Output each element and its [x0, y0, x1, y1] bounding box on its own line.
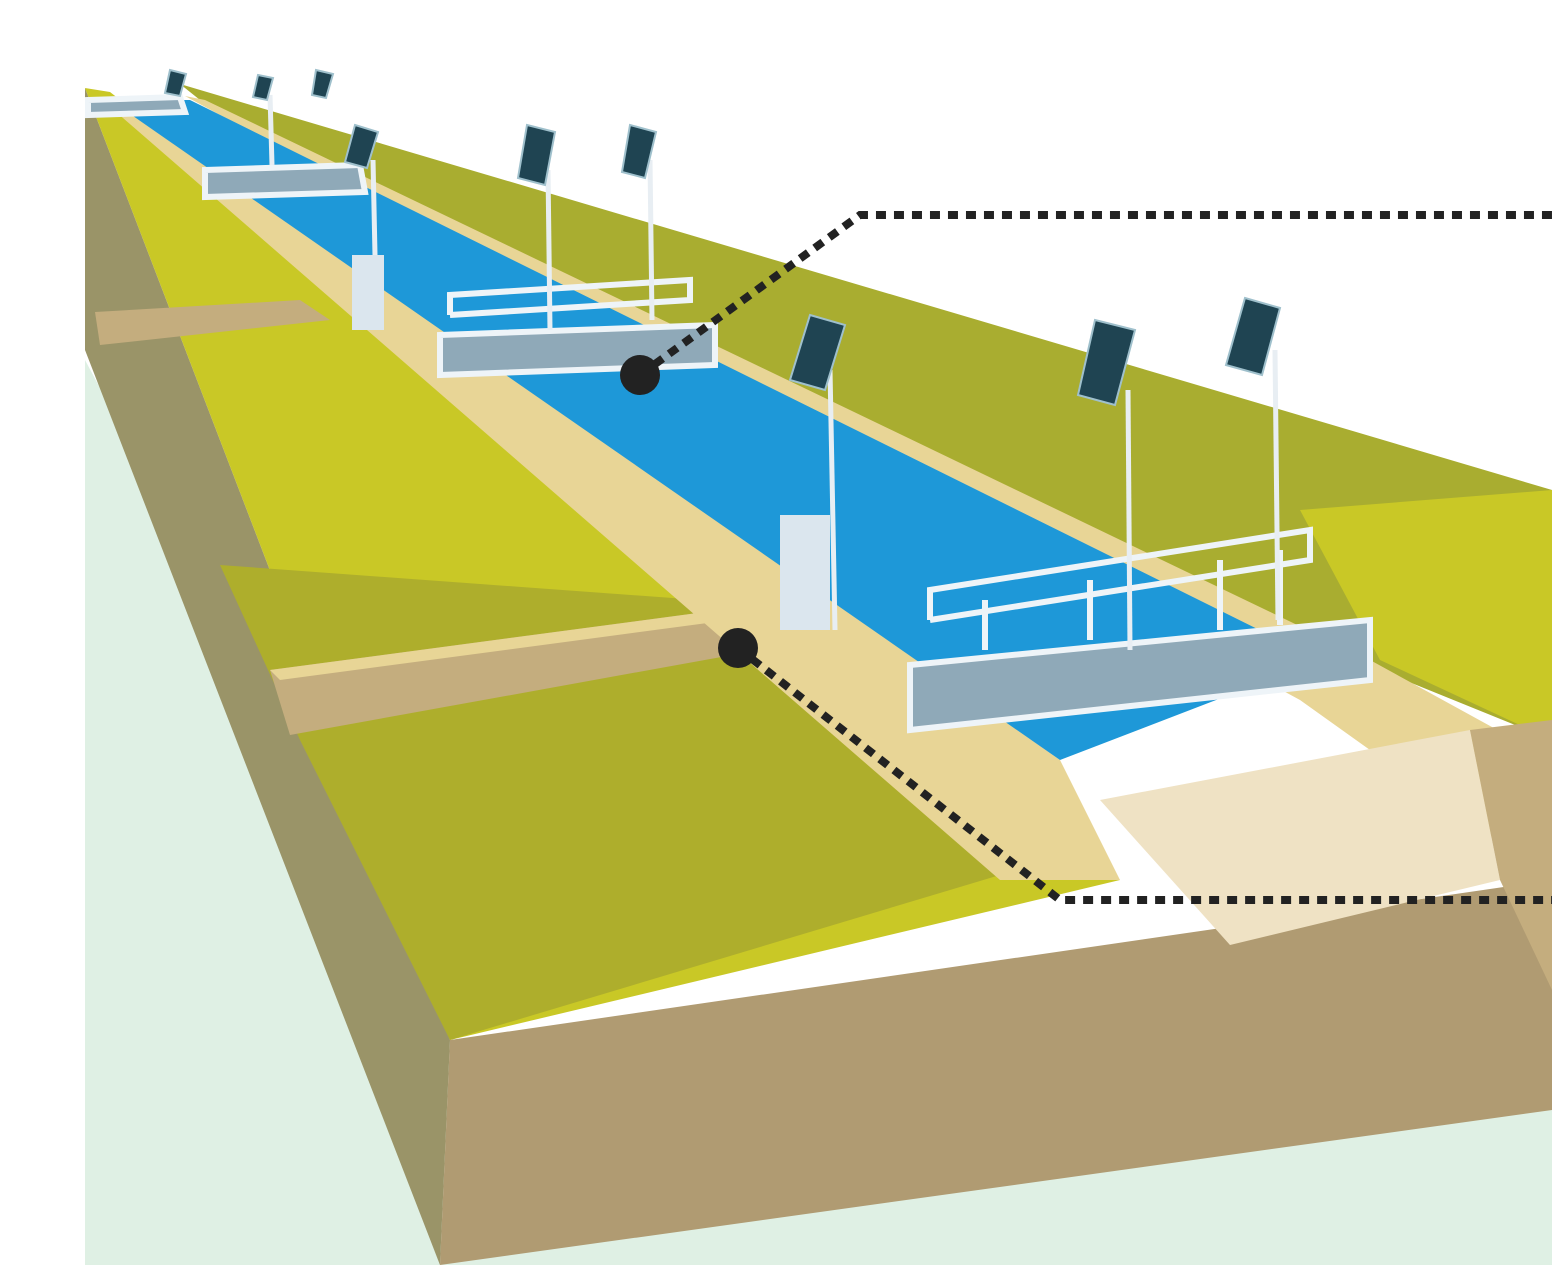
solar-panels — [163, 68, 1282, 407]
front-face — [440, 880, 1552, 1265]
basin-wall — [1470, 720, 1552, 990]
ditch — [95, 300, 330, 345]
left-face — [85, 88, 450, 1265]
ditch — [270, 610, 760, 735]
gate — [85, 93, 1373, 734]
callout-dot — [620, 355, 660, 395]
gate-post — [352, 255, 384, 330]
solar-units — [267, 94, 1281, 651]
gate-post — [780, 515, 830, 630]
ditch-edge — [270, 610, 730, 680]
right-field-light — [1300, 490, 1552, 740]
water — [110, 100, 1320, 760]
callout-line — [637, 211, 1552, 379]
dry-basin — [1100, 730, 1500, 945]
callout-dot — [718, 628, 758, 668]
